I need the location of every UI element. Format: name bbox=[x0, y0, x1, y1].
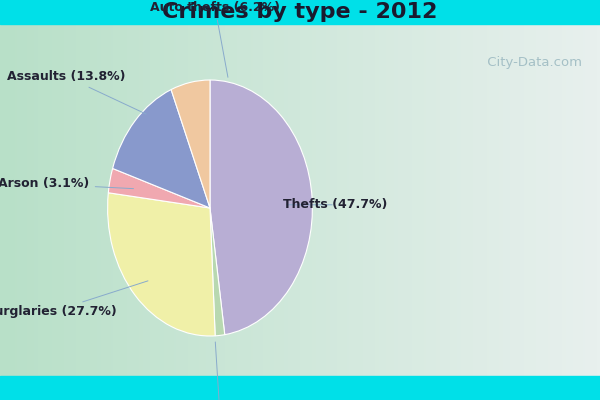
Bar bbox=[0, 376, 600, 400]
Wedge shape bbox=[210, 208, 225, 336]
Text: Burglaries (27.7%): Burglaries (27.7%) bbox=[0, 281, 148, 318]
Text: Assaults (13.8%): Assaults (13.8%) bbox=[7, 70, 146, 114]
Wedge shape bbox=[171, 80, 210, 208]
Wedge shape bbox=[113, 90, 210, 208]
Text: Crimes by type - 2012: Crimes by type - 2012 bbox=[163, 2, 437, 22]
Text: Auto thefts (6.2%): Auto thefts (6.2%) bbox=[150, 2, 280, 77]
Wedge shape bbox=[210, 80, 313, 335]
Text: City-Data.com: City-Data.com bbox=[483, 56, 582, 69]
Bar bbox=[0, 0, 600, 24]
Wedge shape bbox=[107, 193, 215, 336]
Text: Robberies (1.5%): Robberies (1.5%) bbox=[160, 342, 281, 400]
Wedge shape bbox=[109, 168, 210, 208]
Text: Arson (3.1%): Arson (3.1%) bbox=[0, 178, 133, 190]
Text: Thefts (47.7%): Thefts (47.7%) bbox=[283, 198, 387, 211]
